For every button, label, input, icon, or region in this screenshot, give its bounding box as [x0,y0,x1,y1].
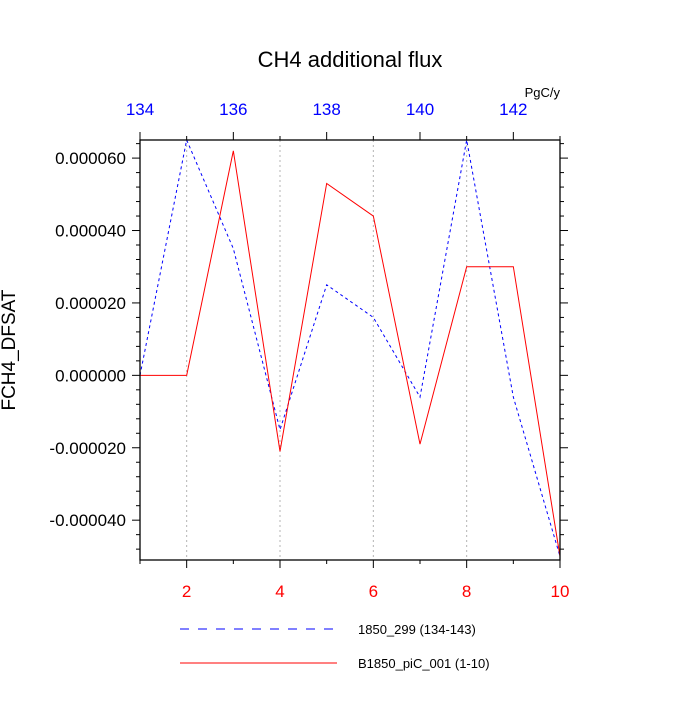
legend-label-2: B1850_piC_001 (1-10) [358,656,490,671]
y-axis-label: FCH4_DFSAT [0,289,20,410]
legend: 1850_299 (134-143) B1850_piC_001 (1-10) [180,622,490,671]
x-bottom-tick-label: 4 [275,582,284,601]
x-top-tick-label: 140 [406,100,434,119]
y-tick-label: -0.000020 [49,439,126,458]
units-label: PgC/y [525,85,561,100]
legend-label-1: 1850_299 (134-143) [358,622,476,637]
x-top-tick-label: 134 [126,100,154,119]
x-top-tick-label: 142 [499,100,527,119]
plot-frame [139,139,561,561]
series-layer [139,138,561,557]
y-tick-label: 0.000000 [55,366,126,385]
x-top-tick-label: 136 [219,100,247,119]
axes-layer: 2 4 6 8 10 134 136 138 140 142 -0.000040 -0.000020 0… [49,100,569,601]
chart-title: CH4 additional flux [258,47,443,72]
x-bottom-tick-label: 10 [551,582,570,601]
series-line-1 [139,138,561,557]
x-bottom-tick-label: 2 [182,582,191,601]
x-top-tick-label: 138 [312,100,340,119]
y-tick-label: 0.000060 [55,149,126,168]
grid-layer [186,140,468,560]
x-bottom-tick-label: 6 [369,582,378,601]
x-bottom-tick-label: 8 [462,582,471,601]
series-line-2 [140,150,561,557]
y-tick-label: 0.000040 [55,222,126,241]
y-tick-label: 0.000020 [55,294,126,313]
y-tick-label: -0.000040 [49,511,126,530]
